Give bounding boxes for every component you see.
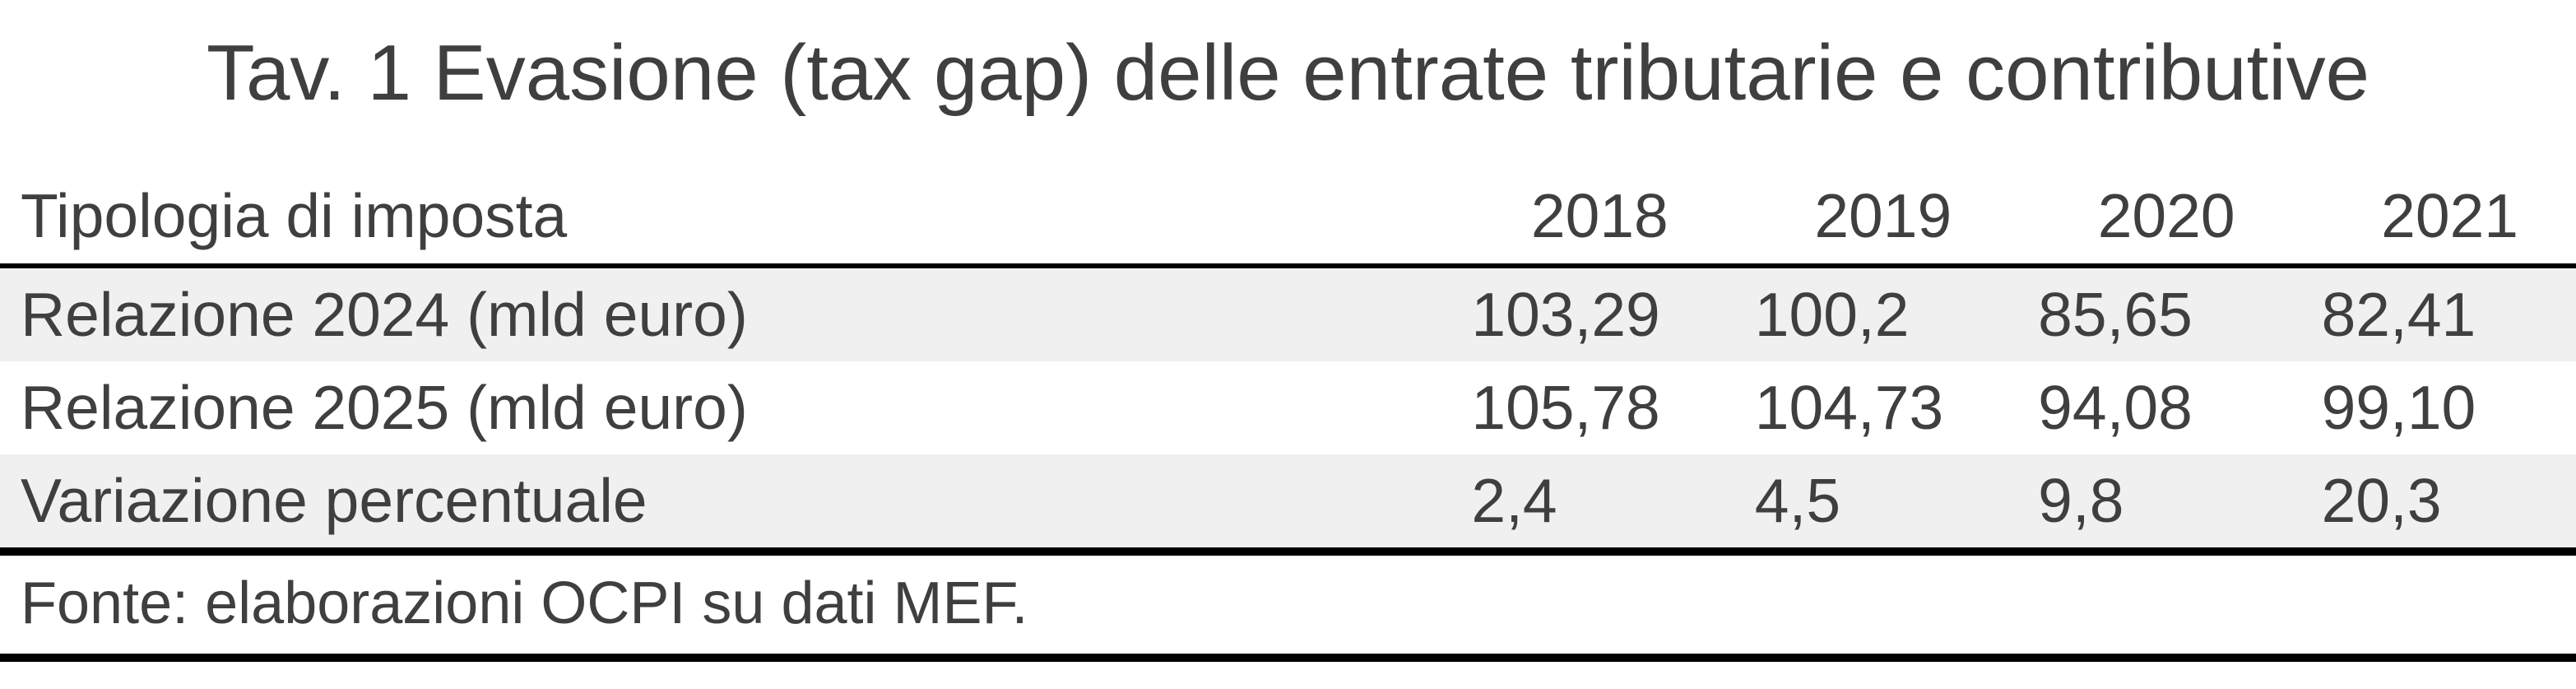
value-cell: 4,5: [1725, 454, 2010, 556]
tax-gap-figure: Tav. 1 Evasione (tax gap) delle entrate …: [0, 18, 2576, 663]
value-cell: 85,65: [2009, 266, 2293, 362]
table-row-relazione-2024: Relazione 2024 (mld euro) 103,29 100,2 8…: [0, 266, 2576, 362]
row-label: Relazione 2025 (mld euro): [21, 373, 748, 443]
source-note: Fonte: elaborazioni OCPI su dati MEF.: [0, 552, 2576, 663]
value-cell: 103,29: [1442, 266, 1726, 362]
source-row: Fonte: elaborazioni OCPI su dati MEF.: [0, 552, 2576, 663]
table-row-relazione-2025: Relazione 2025 (mld euro) 105,78 104,73 …: [0, 361, 2576, 454]
value-cell: 20,3: [2292, 454, 2576, 556]
value-cell: 82,41: [2292, 266, 2576, 362]
column-header-2018: 2018: [1442, 160, 1726, 269]
column-header-2021: 2021: [2292, 160, 2576, 269]
value-cell: 100,2: [1725, 266, 2010, 362]
column-header-tipologia: Tipologia di imposta: [0, 160, 1443, 269]
value-cell: 94,08: [2038, 373, 2193, 443]
column-header-2020: 2020: [2009, 160, 2293, 269]
header-row: Tipologia di imposta 2018 2019 2020 2021: [0, 160, 2576, 269]
value-cell: 9,8: [2009, 454, 2293, 556]
column-header-2019: 2019: [1725, 160, 2010, 269]
row-label: Variazione percentuale: [0, 454, 1443, 556]
tax-gap-table: Tipologia di imposta 2018 2019 2020 2021…: [0, 160, 2576, 663]
table-title: Tav. 1 Evasione (tax gap) delle entrate …: [207, 29, 2369, 117]
row-label: Relazione 2024 (mld euro): [0, 266, 1443, 362]
value-cell: 99,10: [2321, 373, 2476, 443]
table-row-variazione-percentuale: Variazione percentuale 2,4 4,5 9,8 20,3: [0, 454, 2576, 556]
value-cell: 105,78: [1471, 373, 1660, 443]
value-cell: 104,73: [1754, 373, 1944, 443]
value-cell: 2,4: [1442, 454, 1726, 556]
